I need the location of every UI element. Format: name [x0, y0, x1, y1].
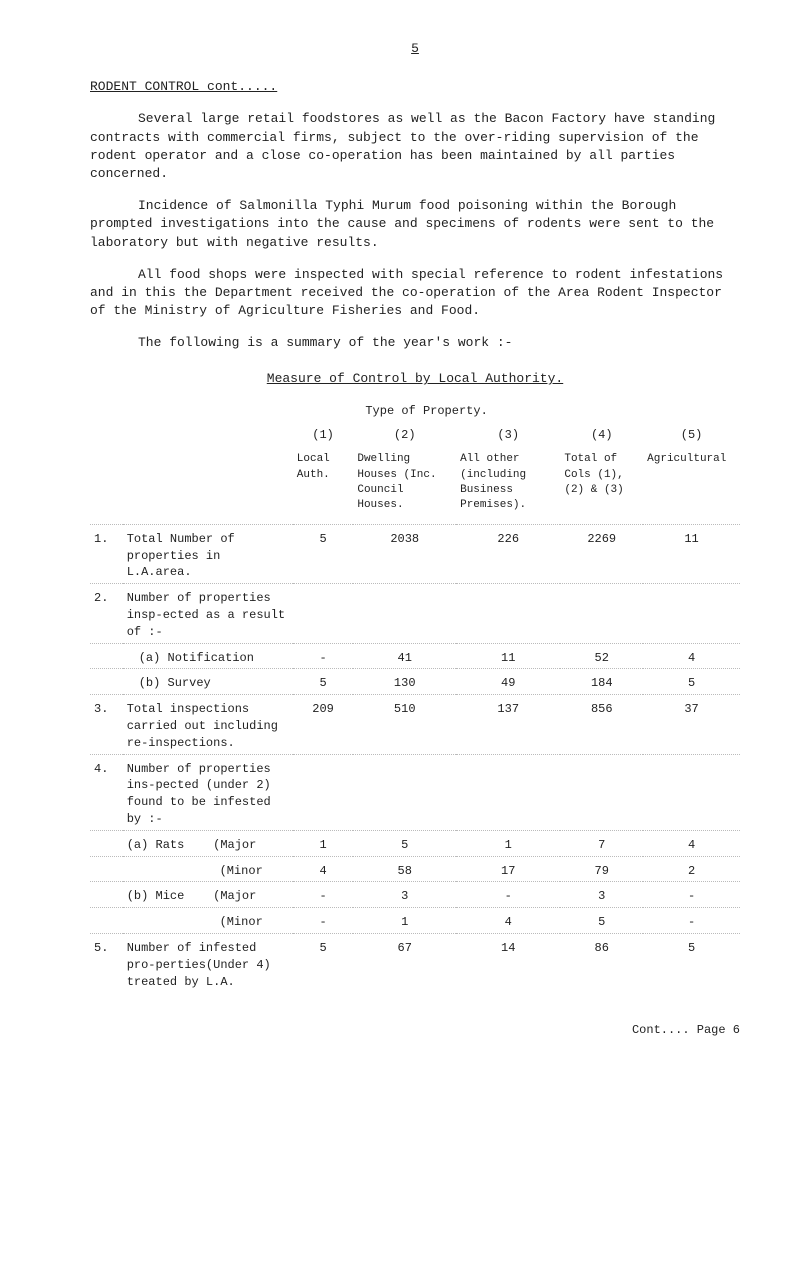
cell: 1 [293, 830, 354, 856]
row-label: Total Number of properties in L.A.area. [123, 524, 293, 583]
row-num: 3. [90, 695, 123, 754]
cell: 4 [456, 908, 560, 934]
row-2b: (b) Survey 5 130 49 184 5 [90, 669, 740, 695]
paragraph-1: Several large retail foodstores as well … [90, 110, 740, 183]
cell: 4 [293, 856, 354, 882]
cell: 2038 [353, 524, 456, 583]
cell: 14 [456, 933, 560, 992]
cell: 4 [643, 643, 740, 669]
table-heading: Measure of Control by Local Authority. [90, 370, 740, 388]
row-num: 2. [90, 584, 123, 643]
type-header-row: Type of Property. [90, 401, 740, 426]
mice-label: (b) Mice [127, 889, 185, 903]
rats-label: (a) Rats [127, 838, 185, 852]
cell: 86 [560, 933, 643, 992]
cell: 226 [456, 524, 560, 583]
row-num: 5. [90, 933, 123, 992]
footer-continuation: Cont.... Page 6 [90, 1022, 740, 1039]
section-title: RODENT CONTROL cont..... [90, 78, 740, 96]
cell: 3 [353, 882, 456, 908]
cell: 79 [560, 856, 643, 882]
row-num: 1. [90, 524, 123, 583]
row-4b-major: (b) Mice (Major - 3 - 3 - [90, 882, 740, 908]
cell: 1 [353, 908, 456, 934]
cell: 52 [560, 643, 643, 669]
cell: 5 [560, 908, 643, 934]
col1-num: (1) [293, 425, 354, 450]
cell: 67 [353, 933, 456, 992]
row-label: Number of properties ins-pected (under 2… [123, 754, 293, 830]
paragraph-4: The following is a summary of the year's… [90, 334, 740, 352]
row-label: Number of properties insp-ected as a res… [123, 584, 293, 643]
minor-label: (Minor [123, 856, 293, 882]
cell: 49 [456, 669, 560, 695]
cell: 856 [560, 695, 643, 754]
cell: 130 [353, 669, 456, 695]
row-3: 3. Total inspections carried out includi… [90, 695, 740, 754]
cell: 5 [293, 524, 354, 583]
cell: 4 [643, 830, 740, 856]
cell: - [456, 882, 560, 908]
cell: 2 [643, 856, 740, 882]
row-2a: (a) Notification - 41 11 52 4 [90, 643, 740, 669]
col5-label: Agricultural [643, 450, 740, 524]
col3-num: (3) [456, 425, 560, 450]
major-label: (Major [213, 889, 256, 903]
cell: - [293, 882, 354, 908]
row-5: 5. Number of infested pro-perties(Under … [90, 933, 740, 992]
col1-label: Local Auth. [293, 450, 354, 524]
minor-label: (Minor [123, 908, 293, 934]
col2-label: Dwelling Houses (Inc. Council Houses. [353, 450, 456, 524]
cell: - [643, 908, 740, 934]
cell: - [293, 908, 354, 934]
row-4a-major: (a) Rats (Major 1 5 1 7 4 [90, 830, 740, 856]
cell: 3 [560, 882, 643, 908]
cell: 510 [353, 695, 456, 754]
cell: 5 [293, 933, 354, 992]
row-label: (a) Notification [123, 643, 293, 669]
type-header: Type of Property. [293, 401, 561, 426]
paragraph-2: Incidence of Salmonilla Typhi Murum food… [90, 197, 740, 252]
cell: 37 [643, 695, 740, 754]
row-4b-minor: (Minor - 1 4 5 - [90, 908, 740, 934]
col4-label: Total of Cols (1),(2) & (3) [560, 450, 643, 524]
column-labels-row: Local Auth. Dwelling Houses (Inc. Counci… [90, 450, 740, 524]
paragraph-3: All food shops were inspected with speci… [90, 266, 740, 321]
cell: 1 [456, 830, 560, 856]
col5-num: (5) [643, 425, 740, 450]
cell: 5 [643, 669, 740, 695]
row-4a-minor: (Minor 4 58 17 79 2 [90, 856, 740, 882]
cell: 5 [293, 669, 354, 695]
cell: 11 [456, 643, 560, 669]
cell: - [293, 643, 354, 669]
row-4: 4. Number of properties ins-pected (unde… [90, 754, 740, 830]
cell: 137 [456, 695, 560, 754]
cell: 17 [456, 856, 560, 882]
col4-num: (4) [560, 425, 643, 450]
major-label: (Major [213, 838, 256, 852]
row-num: 4. [90, 754, 123, 830]
control-table: Type of Property. (1) (2) (3) (4) (5) Lo… [90, 401, 740, 993]
row-1: 1. Total Number of properties in L.A.are… [90, 524, 740, 583]
page-number: 5 [90, 40, 740, 58]
cell: 41 [353, 643, 456, 669]
cell: 209 [293, 695, 354, 754]
cell: 5 [353, 830, 456, 856]
cell: 58 [353, 856, 456, 882]
cell: 2269 [560, 524, 643, 583]
cell: 11 [643, 524, 740, 583]
row-label: (b) Survey [123, 669, 293, 695]
column-nums-row: (1) (2) (3) (4) (5) [90, 425, 740, 450]
cell: 184 [560, 669, 643, 695]
row-label: Number of infested pro-perties(Under 4) … [123, 933, 293, 992]
cell: - [643, 882, 740, 908]
cell: 7 [560, 830, 643, 856]
cell: 5 [643, 933, 740, 992]
col2-num: (2) [353, 425, 456, 450]
col3-label: All other (including Business Premises). [456, 450, 560, 524]
row-2: 2. Number of properties insp-ected as a … [90, 584, 740, 643]
row-label: Total inspections carried out including … [123, 695, 293, 754]
